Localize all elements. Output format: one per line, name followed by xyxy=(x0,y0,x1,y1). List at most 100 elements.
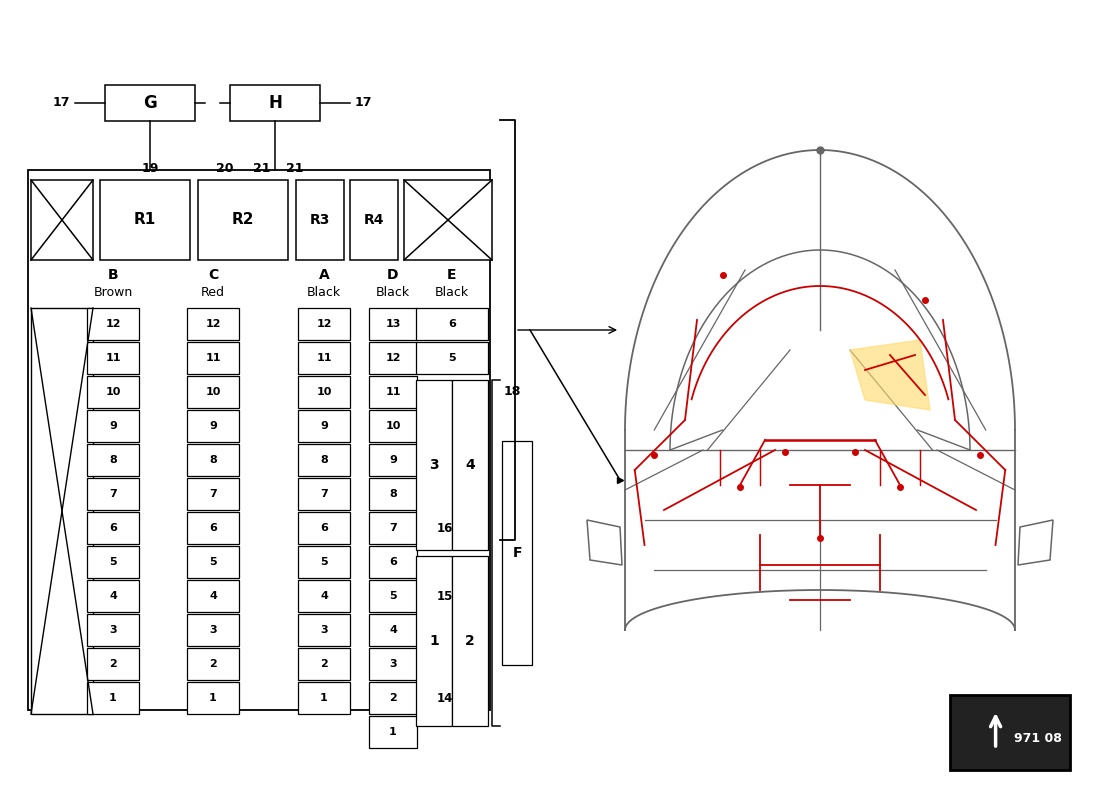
Text: 9: 9 xyxy=(109,421,117,431)
Bar xyxy=(100,180,190,260)
Bar xyxy=(368,444,417,476)
Text: 7: 7 xyxy=(320,489,328,499)
Bar xyxy=(298,648,350,680)
Text: 8: 8 xyxy=(389,489,397,499)
Text: Brown: Brown xyxy=(94,286,133,299)
Bar xyxy=(187,546,239,578)
Bar xyxy=(31,180,94,260)
Bar xyxy=(368,546,417,578)
Text: 1: 1 xyxy=(209,693,217,703)
Bar xyxy=(350,180,398,260)
Bar xyxy=(419,583,433,609)
Bar xyxy=(187,614,239,646)
Text: 11: 11 xyxy=(106,353,121,363)
Text: 12: 12 xyxy=(206,319,221,329)
Text: 3: 3 xyxy=(109,625,117,635)
Text: 5: 5 xyxy=(209,557,217,567)
Text: 2: 2 xyxy=(320,659,328,669)
Text: 4: 4 xyxy=(320,591,328,601)
Text: 10: 10 xyxy=(317,387,332,397)
Bar xyxy=(416,342,488,374)
Bar xyxy=(298,580,350,612)
Text: 5: 5 xyxy=(109,557,117,567)
Bar xyxy=(104,85,195,121)
Bar xyxy=(187,478,239,510)
Text: 6: 6 xyxy=(209,523,217,533)
Bar xyxy=(416,556,452,726)
Bar xyxy=(87,308,139,340)
Bar xyxy=(298,546,350,578)
Bar xyxy=(298,444,350,476)
Text: 2: 2 xyxy=(209,659,217,669)
Text: 3: 3 xyxy=(429,458,439,472)
Text: 11: 11 xyxy=(385,387,400,397)
Bar xyxy=(452,556,488,726)
Text: 16: 16 xyxy=(437,522,453,534)
Text: 5: 5 xyxy=(389,591,397,601)
Bar xyxy=(368,716,417,748)
Text: R3: R3 xyxy=(310,213,330,227)
Text: 12: 12 xyxy=(385,353,400,363)
Polygon shape xyxy=(587,520,621,565)
Text: 2: 2 xyxy=(465,634,475,648)
Bar xyxy=(87,580,139,612)
Text: 13: 13 xyxy=(385,319,400,329)
Bar xyxy=(187,512,239,544)
Text: 3: 3 xyxy=(320,625,328,635)
Text: 17: 17 xyxy=(355,97,373,110)
Bar xyxy=(368,580,417,612)
Bar xyxy=(298,682,350,714)
Bar xyxy=(87,682,139,714)
Bar xyxy=(187,342,239,374)
Text: 9: 9 xyxy=(209,421,217,431)
Bar xyxy=(298,308,350,340)
Text: 20: 20 xyxy=(217,162,233,175)
Bar xyxy=(368,512,417,544)
Text: 12: 12 xyxy=(317,319,332,329)
Bar xyxy=(298,512,350,544)
Bar xyxy=(452,380,488,550)
Text: 18: 18 xyxy=(504,385,521,398)
Text: G: G xyxy=(143,94,157,112)
Bar xyxy=(28,170,490,710)
Bar xyxy=(187,376,239,408)
Text: 21: 21 xyxy=(286,162,304,175)
Text: 6: 6 xyxy=(389,557,397,567)
Bar xyxy=(187,648,239,680)
Text: 19: 19 xyxy=(141,162,158,175)
Bar xyxy=(502,441,532,666)
Text: 21: 21 xyxy=(253,162,271,175)
Bar xyxy=(87,478,139,510)
Text: 10: 10 xyxy=(385,421,400,431)
Bar xyxy=(187,682,239,714)
Text: A: A xyxy=(319,268,329,282)
Text: F: F xyxy=(513,546,521,560)
Text: 5: 5 xyxy=(320,557,328,567)
Text: 971 08: 971 08 xyxy=(1014,732,1062,745)
Bar xyxy=(419,515,433,541)
Bar xyxy=(87,648,139,680)
Bar xyxy=(368,478,417,510)
Text: R1: R1 xyxy=(134,213,156,227)
Bar xyxy=(298,614,350,646)
Bar xyxy=(298,410,350,442)
Text: R2: R2 xyxy=(232,213,254,227)
Text: 10: 10 xyxy=(106,387,121,397)
Bar xyxy=(416,380,452,550)
Bar xyxy=(187,444,239,476)
Bar xyxy=(87,342,139,374)
Bar xyxy=(416,308,488,340)
Bar xyxy=(87,376,139,408)
Text: 14: 14 xyxy=(437,691,453,705)
Bar xyxy=(368,410,417,442)
Bar xyxy=(368,682,417,714)
Text: D: D xyxy=(387,268,398,282)
Text: B: B xyxy=(108,268,119,282)
Bar xyxy=(187,410,239,442)
Text: 8: 8 xyxy=(320,455,328,465)
Bar xyxy=(404,180,492,260)
Text: R4: R4 xyxy=(364,213,384,227)
Text: 8: 8 xyxy=(209,455,217,465)
Bar xyxy=(187,580,239,612)
Text: C: C xyxy=(208,268,218,282)
